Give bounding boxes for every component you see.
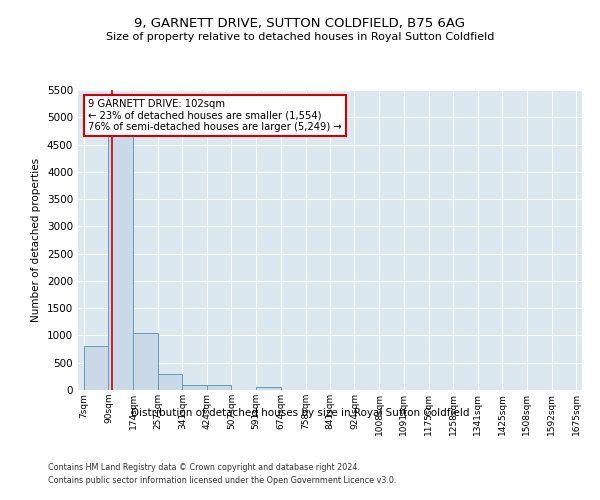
- Bar: [84, 346, 109, 390]
- Bar: [207, 384, 232, 390]
- Bar: [256, 388, 281, 390]
- Text: Contains HM Land Registry data © Crown copyright and database right 2024.: Contains HM Land Registry data © Crown c…: [48, 464, 360, 472]
- Text: Size of property relative to detached houses in Royal Sutton Coldfield: Size of property relative to detached ho…: [106, 32, 494, 42]
- Text: Contains public sector information licensed under the Open Government Licence v3: Contains public sector information licen…: [48, 476, 397, 485]
- Y-axis label: Number of detached properties: Number of detached properties: [31, 158, 41, 322]
- Bar: [109, 101, 133, 390]
- Text: 9 GARNETT DRIVE: 102sqm
← 23% of detached houses are smaller (1,554)
76% of semi: 9 GARNETT DRIVE: 102sqm ← 23% of detache…: [88, 99, 342, 132]
- Text: Distribution of detached houses by size in Royal Sutton Coldfield: Distribution of detached houses by size …: [131, 408, 469, 418]
- Bar: [182, 384, 207, 390]
- Bar: [133, 332, 158, 390]
- Text: 9, GARNETT DRIVE, SUTTON COLDFIELD, B75 6AG: 9, GARNETT DRIVE, SUTTON COLDFIELD, B75 …: [134, 18, 466, 30]
- Bar: [158, 374, 182, 390]
